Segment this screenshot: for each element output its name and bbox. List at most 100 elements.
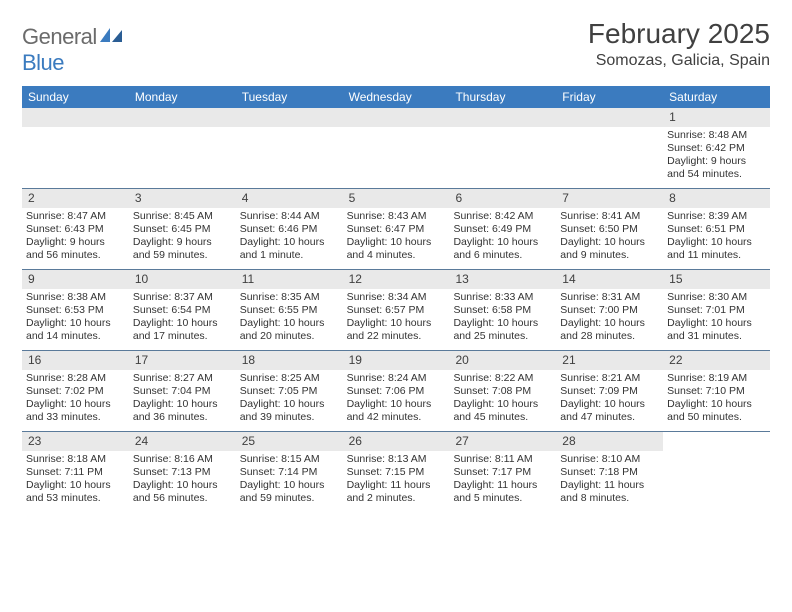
- day-body: Sunrise: 8:10 AMSunset: 7:18 PMDaylight:…: [556, 451, 663, 510]
- sunrise-text: Sunrise: 8:24 AM: [347, 372, 446, 385]
- daylight-text: Daylight: 11 hours and 8 minutes.: [560, 479, 659, 505]
- daylight-text: Daylight: 11 hours and 5 minutes.: [453, 479, 552, 505]
- day-body: Sunrise: 8:27 AMSunset: 7:04 PMDaylight:…: [129, 370, 236, 429]
- day-of-week-cell: Sunday: [22, 86, 129, 108]
- day-of-week-cell: Monday: [129, 86, 236, 108]
- sunset-text: Sunset: 7:18 PM: [560, 466, 659, 479]
- day-number: 12: [343, 270, 450, 289]
- sunrise-text: Sunrise: 8:48 AM: [667, 129, 766, 142]
- day-number: 17: [129, 351, 236, 370]
- day-number: 22: [663, 351, 770, 370]
- sunset-text: Sunset: 7:14 PM: [240, 466, 339, 479]
- sunset-text: Sunset: 6:50 PM: [560, 223, 659, 236]
- sunrise-text: Sunrise: 8:34 AM: [347, 291, 446, 304]
- daylight-text: Daylight: 10 hours and 17 minutes.: [133, 317, 232, 343]
- day-number: 11: [236, 270, 343, 289]
- day-body: Sunrise: 8:37 AMSunset: 6:54 PMDaylight:…: [129, 289, 236, 348]
- day-number: 19: [343, 351, 450, 370]
- sunrise-text: Sunrise: 8:43 AM: [347, 210, 446, 223]
- sunset-text: Sunset: 7:06 PM: [347, 385, 446, 398]
- sunrise-text: Sunrise: 8:39 AM: [667, 210, 766, 223]
- week-row: 23Sunrise: 8:18 AMSunset: 7:11 PMDayligh…: [22, 432, 770, 512]
- day-cell: 18Sunrise: 8:25 AMSunset: 7:05 PMDayligh…: [236, 351, 343, 431]
- day-number: 2: [22, 189, 129, 208]
- sunset-text: Sunset: 7:05 PM: [240, 385, 339, 398]
- location: Somozas, Galicia, Spain: [588, 52, 770, 70]
- sunset-text: Sunset: 7:11 PM: [26, 466, 125, 479]
- day-of-week-cell: Saturday: [663, 86, 770, 108]
- day-number: 21: [556, 351, 663, 370]
- day-of-week-cell: Thursday: [449, 86, 556, 108]
- day-of-week-row: SundayMondayTuesdayWednesdayThursdayFrid…: [22, 86, 770, 108]
- day-number: 24: [129, 432, 236, 451]
- sunrise-text: Sunrise: 8:33 AM: [453, 291, 552, 304]
- day-number: 10: [129, 270, 236, 289]
- daylight-text: Daylight: 9 hours and 56 minutes.: [26, 236, 125, 262]
- daylight-text: Daylight: 10 hours and 45 minutes.: [453, 398, 552, 424]
- daylight-text: Daylight: 10 hours and 4 minutes.: [347, 236, 446, 262]
- day-number: 1: [663, 108, 770, 127]
- day-cell: 17Sunrise: 8:27 AMSunset: 7:04 PMDayligh…: [129, 351, 236, 431]
- day-cell: 12Sunrise: 8:34 AMSunset: 6:57 PMDayligh…: [343, 270, 450, 350]
- sunrise-text: Sunrise: 8:21 AM: [560, 372, 659, 385]
- daylight-text: Daylight: 10 hours and 28 minutes.: [560, 317, 659, 343]
- day-body: Sunrise: 8:22 AMSunset: 7:08 PMDaylight:…: [449, 370, 556, 429]
- logo: General Blue: [22, 18, 122, 76]
- day-body: Sunrise: 8:44 AMSunset: 6:46 PMDaylight:…: [236, 208, 343, 267]
- sunrise-text: Sunrise: 8:18 AM: [26, 453, 125, 466]
- sunrise-text: Sunrise: 8:27 AM: [133, 372, 232, 385]
- daylight-text: Daylight: 9 hours and 54 minutes.: [667, 155, 766, 181]
- sunrise-text: Sunrise: 8:38 AM: [26, 291, 125, 304]
- logo-text-blue: Blue: [22, 50, 64, 75]
- daylight-text: Daylight: 10 hours and 11 minutes.: [667, 236, 766, 262]
- daylight-text: Daylight: 10 hours and 36 minutes.: [133, 398, 232, 424]
- day-cell: 6Sunrise: 8:42 AMSunset: 6:49 PMDaylight…: [449, 189, 556, 269]
- sunrise-text: Sunrise: 8:37 AM: [133, 291, 232, 304]
- day-cell: 15Sunrise: 8:30 AMSunset: 7:01 PMDayligh…: [663, 270, 770, 350]
- day-number: 13: [449, 270, 556, 289]
- daylight-text: Daylight: 10 hours and 33 minutes.: [26, 398, 125, 424]
- sunrise-text: Sunrise: 8:28 AM: [26, 372, 125, 385]
- day-cell: [236, 108, 343, 188]
- daylight-text: Daylight: 10 hours and 6 minutes.: [453, 236, 552, 262]
- sunrise-text: Sunrise: 8:45 AM: [133, 210, 232, 223]
- week-row: 16Sunrise: 8:28 AMSunset: 7:02 PMDayligh…: [22, 351, 770, 432]
- day-number: [449, 108, 556, 127]
- day-cell: 3Sunrise: 8:45 AMSunset: 6:45 PMDaylight…: [129, 189, 236, 269]
- day-number: [343, 108, 450, 127]
- day-number: [129, 108, 236, 127]
- day-number: 20: [449, 351, 556, 370]
- day-cell: [343, 108, 450, 188]
- day-cell: 1Sunrise: 8:48 AMSunset: 6:42 PMDaylight…: [663, 108, 770, 188]
- day-body: Sunrise: 8:43 AMSunset: 6:47 PMDaylight:…: [343, 208, 450, 267]
- day-body: Sunrise: 8:39 AMSunset: 6:51 PMDaylight:…: [663, 208, 770, 267]
- sunset-text: Sunset: 6:49 PM: [453, 223, 552, 236]
- header: General Blue February 2025 Somozas, Gali…: [22, 18, 770, 76]
- sunset-text: Sunset: 7:15 PM: [347, 466, 446, 479]
- daylight-text: Daylight: 11 hours and 2 minutes.: [347, 479, 446, 505]
- week-row: 9Sunrise: 8:38 AMSunset: 6:53 PMDaylight…: [22, 270, 770, 351]
- day-number: 3: [129, 189, 236, 208]
- day-number: 14: [556, 270, 663, 289]
- day-cell: [129, 108, 236, 188]
- sunset-text: Sunset: 6:43 PM: [26, 223, 125, 236]
- sunrise-text: Sunrise: 8:41 AM: [560, 210, 659, 223]
- sunrise-text: Sunrise: 8:10 AM: [560, 453, 659, 466]
- day-body: Sunrise: 8:45 AMSunset: 6:45 PMDaylight:…: [129, 208, 236, 267]
- sunset-text: Sunset: 6:58 PM: [453, 304, 552, 317]
- daylight-text: Daylight: 10 hours and 53 minutes.: [26, 479, 125, 505]
- day-cell: 16Sunrise: 8:28 AMSunset: 7:02 PMDayligh…: [22, 351, 129, 431]
- weeks-container: 1Sunrise: 8:48 AMSunset: 6:42 PMDaylight…: [22, 108, 770, 512]
- day-body: Sunrise: 8:18 AMSunset: 7:11 PMDaylight:…: [22, 451, 129, 510]
- day-cell: 5Sunrise: 8:43 AMSunset: 6:47 PMDaylight…: [343, 189, 450, 269]
- day-number: [556, 108, 663, 127]
- sunset-text: Sunset: 6:57 PM: [347, 304, 446, 317]
- sunset-text: Sunset: 6:46 PM: [240, 223, 339, 236]
- day-number: 18: [236, 351, 343, 370]
- sunset-text: Sunset: 7:09 PM: [560, 385, 659, 398]
- day-cell: 14Sunrise: 8:31 AMSunset: 7:00 PMDayligh…: [556, 270, 663, 350]
- sunrise-text: Sunrise: 8:31 AM: [560, 291, 659, 304]
- day-number: [236, 108, 343, 127]
- day-cell: [556, 108, 663, 188]
- week-row: 1Sunrise: 8:48 AMSunset: 6:42 PMDaylight…: [22, 108, 770, 189]
